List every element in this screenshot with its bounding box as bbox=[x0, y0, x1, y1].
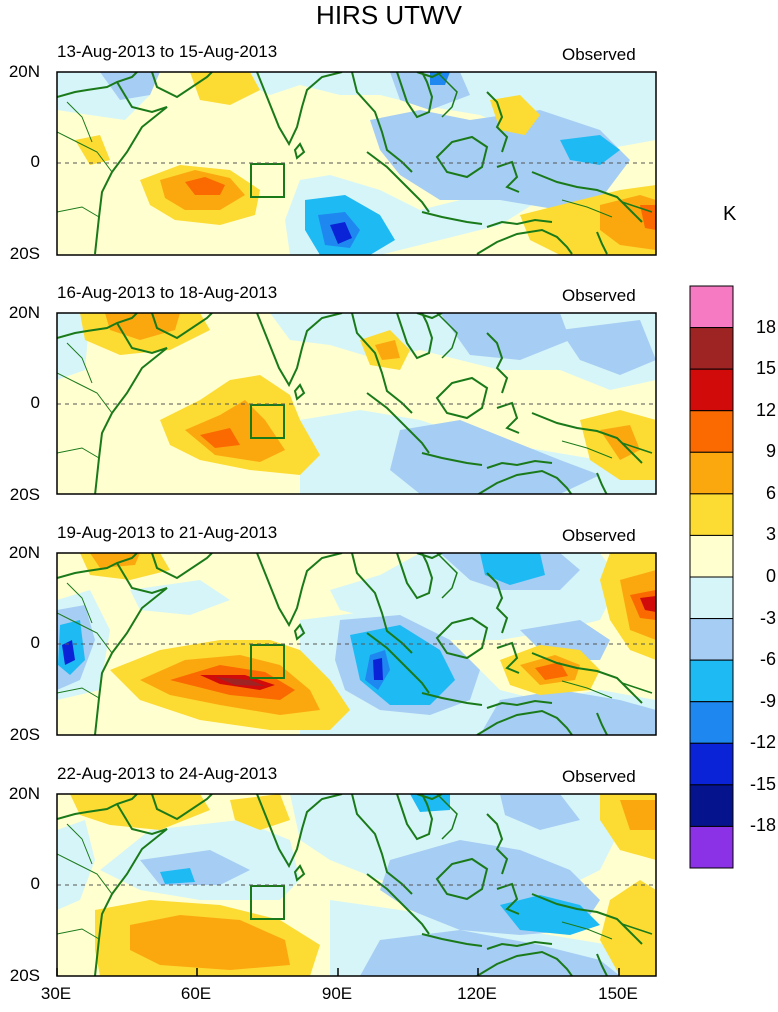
colorbar-swatch bbox=[689, 410, 734, 453]
figure-title: HIRS UTWV bbox=[316, 0, 462, 30]
panel-3-lat-20n: 20N bbox=[8, 543, 40, 562]
panel-3-map bbox=[56, 552, 657, 736]
lon-tick-60e: 60E bbox=[180, 984, 212, 1003]
colorbar-label: 12 bbox=[755, 399, 776, 420]
panel-1-map bbox=[56, 71, 657, 256]
panel-4-date-range: 22-Aug-2013 to 24-Aug-2013 bbox=[57, 764, 278, 783]
colorbar-unit: K bbox=[723, 203, 737, 225]
panel-4-map bbox=[56, 793, 657, 977]
panel-4-observed-label: Observed bbox=[562, 767, 636, 786]
lon-tick-150e: 150E bbox=[598, 984, 638, 1003]
panel-2-observed-label: Observed bbox=[562, 286, 636, 305]
colorbar-label: 6 bbox=[765, 482, 776, 503]
colorbar-label: -15 bbox=[749, 773, 776, 794]
colorbar-label: 3 bbox=[765, 524, 776, 545]
panel-2-map bbox=[56, 312, 657, 495]
colorbar-swatch bbox=[689, 327, 734, 370]
colorbar-label: -3 bbox=[759, 607, 776, 628]
panel-1-lat-20s: 20S bbox=[9, 244, 40, 263]
colorbar-swatch bbox=[689, 784, 734, 827]
colorbar-swatch bbox=[689, 701, 734, 744]
panel-2-lat-20s: 20S bbox=[9, 485, 40, 504]
colorbar-swatch bbox=[689, 534, 734, 578]
panel-1-lat-0: 0 bbox=[30, 152, 40, 171]
colorbar-swatch bbox=[689, 825, 734, 869]
lon-tick-30e: 30E bbox=[40, 984, 72, 1003]
colorbar-swatch bbox=[689, 285, 734, 329]
colorbar-label: -6 bbox=[759, 649, 776, 670]
colorbar-label: 9 bbox=[765, 441, 776, 462]
colorbar-label: 0 bbox=[765, 566, 776, 586]
panel-1-observed-label: Observed bbox=[562, 45, 636, 64]
lon-axis-ticks bbox=[56, 968, 620, 976]
panel-2-lat-0: 0 bbox=[30, 393, 40, 412]
panel-3-date-range: 19-Aug-2013 to 21-Aug-2013 bbox=[57, 523, 278, 542]
colorbar-swatch bbox=[689, 451, 734, 495]
lon-tick-120e: 120E bbox=[457, 984, 497, 1003]
panel-2-lat-20n: 20N bbox=[8, 303, 40, 322]
panel-1-date-range: 13-Aug-2013 to 15-Aug-2013 bbox=[57, 42, 278, 61]
panel-1-lat-20n: 20N bbox=[8, 62, 40, 81]
colorbar-label: -9 bbox=[759, 690, 776, 711]
panel-4-lat-20s: 20S bbox=[9, 966, 40, 985]
colorbar-swatch bbox=[689, 742, 734, 786]
panel-3-lat-20s: 20S bbox=[9, 725, 40, 744]
panel-3-observed-label: Observed bbox=[562, 526, 636, 545]
colorbar-label: 18 bbox=[755, 316, 776, 337]
panel-3-lat-0: 0 bbox=[30, 633, 40, 652]
colorbar-swatch bbox=[689, 576, 734, 620]
colorbar-label: -12 bbox=[749, 732, 776, 753]
colorbar-swatch bbox=[689, 493, 734, 536]
panel-2-date-range: 16-Aug-2013 to 18-Aug-2013 bbox=[57, 283, 278, 302]
colorbar-swatch bbox=[689, 368, 734, 412]
panel-4-lat-0: 0 bbox=[30, 874, 40, 893]
colorbar-label: -18 bbox=[749, 815, 776, 836]
panel-4-lat-20n: 20N bbox=[8, 784, 40, 803]
colorbar bbox=[689, 285, 734, 869]
colorbar-label: 15 bbox=[755, 358, 776, 379]
lon-tick-90e: 90E bbox=[321, 984, 353, 1003]
